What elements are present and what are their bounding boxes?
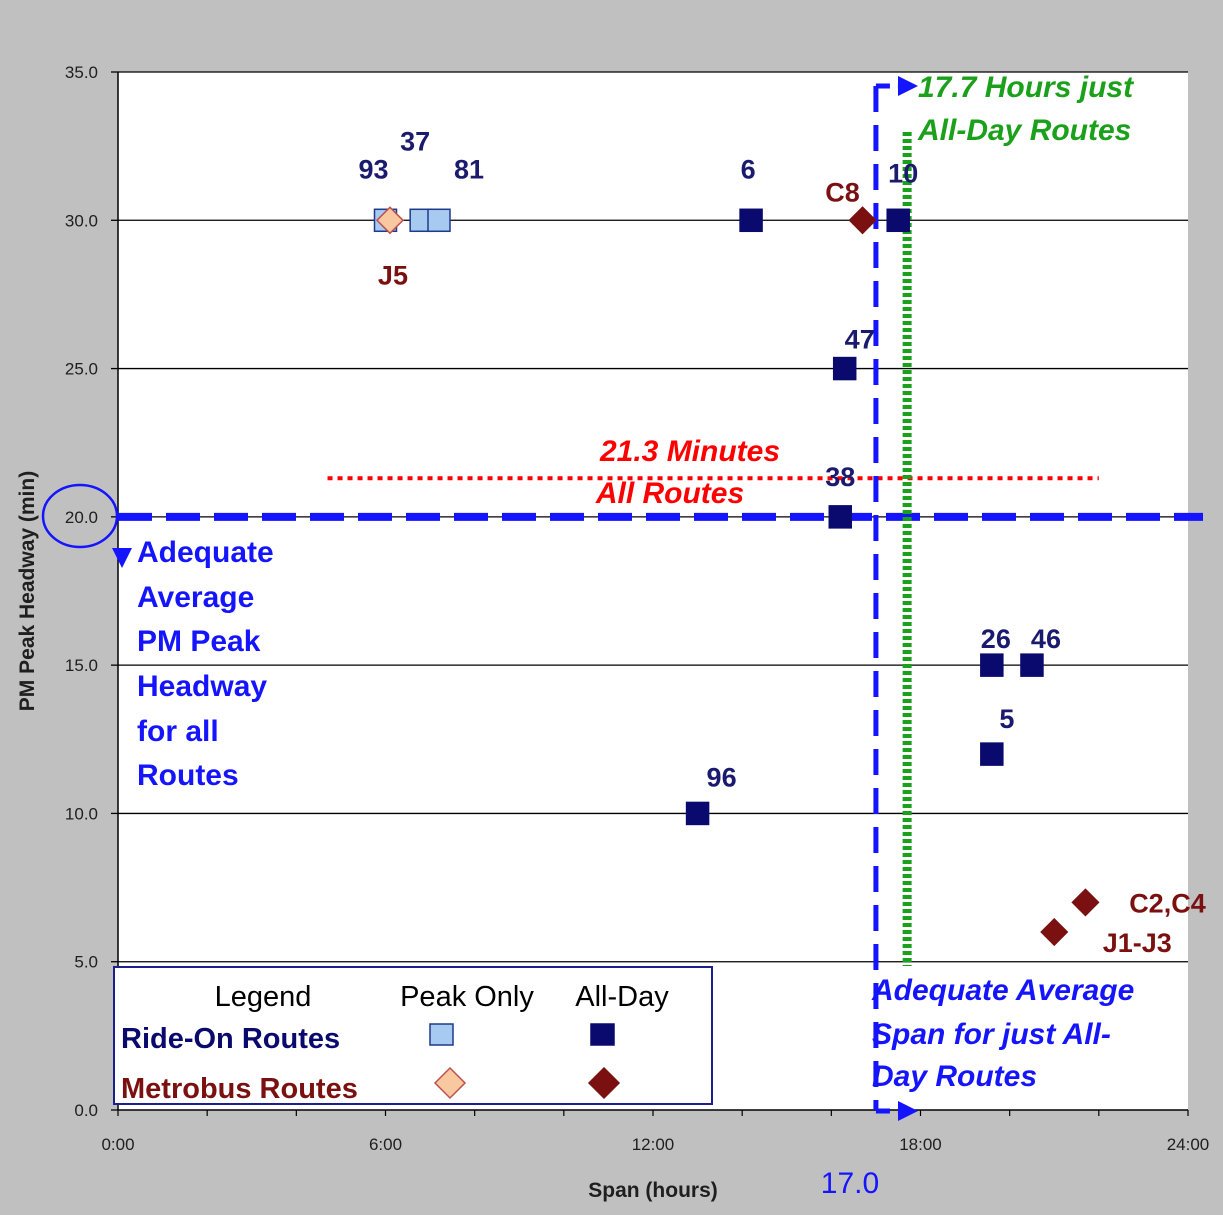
point-marker-46 xyxy=(1020,653,1044,677)
point-marker-J5 xyxy=(375,206,405,235)
point-label-10: 10 xyxy=(888,158,918,188)
adequate-headway-line-2: Average xyxy=(137,581,254,614)
point-label-93: 93 xyxy=(358,154,388,184)
point-marker-5 xyxy=(980,742,1004,766)
y-tick-label: 10.0 xyxy=(65,804,98,823)
point-marker-6 xyxy=(739,208,763,233)
gridlines xyxy=(111,71,1189,1116)
point-label-26: 26 xyxy=(981,624,1011,654)
point-label-38: 38 xyxy=(825,462,855,492)
legend-row-rideon: Ride-On Routes xyxy=(121,1023,340,1055)
point-label-C2,C4: C2,C4 xyxy=(1129,888,1206,918)
y-tick-label: 25.0 xyxy=(65,360,98,379)
avg-headway-scope-text: All Routes xyxy=(595,477,744,510)
y-axis-title: PM Peak Headway (min) xyxy=(16,471,39,711)
avg-span-line-2: All-Day Routes xyxy=(917,114,1131,147)
legend-row-metrobus: Metrobus Routes xyxy=(121,1073,358,1105)
point-marker-81 xyxy=(427,208,451,233)
axes xyxy=(117,72,1188,1111)
legend-title: Legend xyxy=(215,981,312,1013)
point-label-47: 47 xyxy=(845,325,875,355)
legend-metrobus-peak-marker xyxy=(433,1066,467,1100)
adequate-span-line-1: Adequate Average xyxy=(871,974,1134,1007)
adequate-span-line-2: Span for just All- xyxy=(872,1018,1111,1051)
point-marker-10 xyxy=(886,208,910,233)
point-label-81: 81 xyxy=(454,154,484,184)
point-marker-C8 xyxy=(848,206,877,235)
point-marker-96 xyxy=(685,801,710,826)
avg-headway-value-text: 21.3 Minutes xyxy=(599,435,780,468)
legend-col-peak: Peak Only xyxy=(400,981,534,1013)
adequate-headway-line-5: for all xyxy=(137,715,219,748)
y-tick-label: 15.0 xyxy=(65,656,98,675)
adequate-headway-line-1: Adequate xyxy=(137,536,274,569)
legend-rideon-peak-marker xyxy=(429,1023,454,1046)
point-marker-26 xyxy=(980,653,1004,677)
legend: Legend Peak Only All-Day Ride-On Routes … xyxy=(113,966,713,1105)
avg-span-line-1: 17.7 Hours just xyxy=(918,71,1135,104)
point-marker-38 xyxy=(828,505,852,529)
y-tick-label: 20.0 xyxy=(65,508,98,527)
point-marker-C2,C4 xyxy=(1071,888,1100,917)
adequate-headway-line-4: Headway xyxy=(137,670,267,703)
reference-lines xyxy=(118,76,1203,1121)
x-tick-label: 0:00 xyxy=(101,1135,134,1154)
x-tick-label: 12:00 xyxy=(632,1135,675,1154)
x-tick-label: 24:00 xyxy=(1167,1135,1210,1154)
adequate-span-bottom-arrowhead xyxy=(898,1101,918,1121)
adequate-headway-arrowhead xyxy=(112,548,132,568)
adequate-span-annotation: Adequate Average Span for just All- Day … xyxy=(821,974,1135,1200)
point-label-96: 96 xyxy=(707,762,737,792)
point-label-J1-J3: J1-J3 xyxy=(1103,928,1172,958)
tick-labels: 0.0 5.0 10.0 15.0 20.0 25.0 30.0 35.0 0:00 6:00 12… xyxy=(65,63,1209,1154)
avg-headway-annotation: 21.3 Minutes All Routes xyxy=(595,435,780,510)
data-points xyxy=(373,206,1100,947)
avg-span-annotation: 17.7 Hours just All-Day Routes xyxy=(917,71,1135,147)
plot-area xyxy=(118,72,1188,1110)
point-label-6: 6 xyxy=(741,154,756,184)
point-label-5: 5 xyxy=(999,704,1014,734)
legend-metrobus-allday-marker xyxy=(587,1066,621,1100)
x-tick-label: 6:00 xyxy=(369,1135,402,1154)
point-label-37: 37 xyxy=(400,126,430,156)
point-label-46: 46 xyxy=(1031,624,1061,654)
y-tick-label: 0.0 xyxy=(74,1101,98,1120)
adequate-span-value: 17.0 xyxy=(821,1167,879,1200)
legend-col-allday: All-Day xyxy=(575,981,669,1013)
point-marker-J1-J3 xyxy=(1040,917,1069,947)
x-axis-title: Span (hours) xyxy=(588,1179,718,1202)
adequate-span-top-arrowhead xyxy=(898,76,918,96)
adequate-headway-circle xyxy=(41,483,119,549)
y-tick-label: 5.0 xyxy=(74,953,98,972)
point-marker-47 xyxy=(832,356,857,381)
point-labels: 93 37 81 6 10 47 38 26 46 5 96 J5 C8 C2,C4 J1-J3 xyxy=(358,126,1205,958)
adequate-headway-line-3: PM Peak xyxy=(137,625,261,658)
point-label-J5: J5 xyxy=(378,260,408,290)
y-tick-label: 35.0 xyxy=(65,63,98,82)
x-tick-label: 18:00 xyxy=(899,1135,942,1154)
y-tick-label: 30.0 xyxy=(65,211,98,230)
adequate-headway-annotation: Adequate Average PM Peak Headway for all… xyxy=(41,483,274,792)
point-label-C8: C8 xyxy=(825,177,860,207)
legend-rideon-allday-marker xyxy=(590,1023,615,1046)
adequate-span-line-3: Day Routes xyxy=(872,1060,1037,1093)
adequate-headway-line-6: Routes xyxy=(137,759,239,792)
